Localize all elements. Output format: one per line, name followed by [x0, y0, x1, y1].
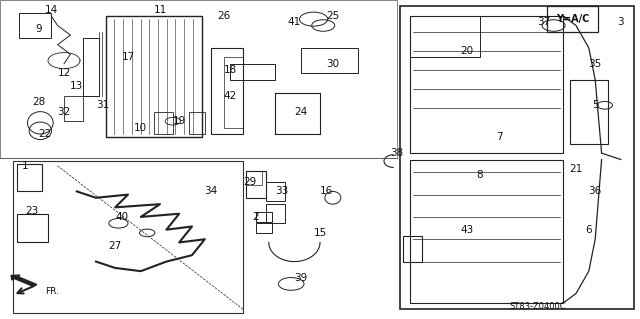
Text: 26: 26 [218, 11, 230, 21]
Bar [256, 223, 272, 233]
Text: 15: 15 [314, 228, 326, 238]
Bar [547, 6, 598, 32]
Text: 3: 3 [618, 17, 624, 27]
Text: 22: 22 [38, 129, 51, 139]
Bar [189, 112, 205, 134]
Text: 33: 33 [275, 186, 288, 197]
Text: FR.: FR. [45, 287, 59, 296]
Text: 12: 12 [58, 68, 70, 78]
Bar [266, 204, 285, 223]
Text: 37: 37 [538, 17, 550, 27]
Text: 8: 8 [477, 170, 483, 181]
Bar [570, 80, 608, 144]
Bar [410, 16, 563, 153]
Text: 14: 14 [45, 4, 58, 15]
Text: 24: 24 [294, 107, 307, 117]
Text: 38: 38 [390, 148, 403, 158]
Bar [403, 236, 422, 262]
Text: 30: 30 [326, 59, 339, 69]
Bar [17, 214, 48, 242]
Text: 36: 36 [589, 186, 602, 197]
Text: 42: 42 [224, 91, 237, 101]
Text: 5: 5 [592, 100, 598, 110]
Text: 7: 7 [496, 132, 502, 142]
Text: 19: 19 [173, 116, 186, 126]
Bar [256, 212, 272, 222]
Bar [400, 6, 634, 309]
Text: 32: 32 [58, 107, 70, 117]
Text: 25: 25 [326, 11, 339, 21]
Text: Y=A/C: Y=A/C [556, 14, 589, 24]
Bar [0, 0, 397, 158]
Text: 10: 10 [134, 122, 147, 133]
Text: 6: 6 [586, 225, 592, 235]
Text: 43: 43 [461, 225, 474, 235]
Bar [224, 57, 243, 128]
Text: 2: 2 [253, 212, 259, 222]
Bar [266, 182, 285, 201]
Text: 13: 13 [70, 81, 83, 91]
Text: 20: 20 [461, 46, 474, 56]
Text: 18: 18 [224, 65, 237, 75]
Bar [13, 161, 243, 313]
Text: 39: 39 [294, 272, 307, 283]
Bar [410, 16, 480, 57]
Text: 23: 23 [26, 205, 38, 216]
Text: 31: 31 [96, 100, 109, 110]
Text: 29: 29 [243, 177, 256, 187]
Text: 40: 40 [115, 212, 128, 222]
Text: 17: 17 [122, 52, 134, 63]
Bar [246, 171, 262, 185]
Text: 9: 9 [35, 24, 42, 34]
Text: 35: 35 [589, 59, 602, 69]
Text: 28: 28 [32, 97, 45, 107]
Text: 27: 27 [109, 241, 122, 251]
Bar [230, 64, 275, 80]
Bar [83, 38, 99, 96]
Text: 16: 16 [320, 186, 333, 197]
Bar [410, 160, 563, 303]
Bar [211, 48, 243, 134]
Bar [64, 96, 83, 121]
Bar [246, 171, 266, 198]
Text: 1: 1 [22, 161, 29, 171]
Text: 11: 11 [154, 4, 166, 15]
Bar [17, 164, 42, 191]
Bar [106, 16, 202, 137]
Text: 41: 41 [288, 17, 301, 27]
Text: ST83-Z0400C: ST83-Z0400C [509, 302, 566, 311]
Text: 21: 21 [570, 164, 582, 174]
Bar [19, 13, 51, 38]
Bar [154, 112, 173, 134]
Text: 34: 34 [205, 186, 218, 197]
Bar [301, 48, 358, 73]
FancyArrow shape [11, 275, 37, 286]
